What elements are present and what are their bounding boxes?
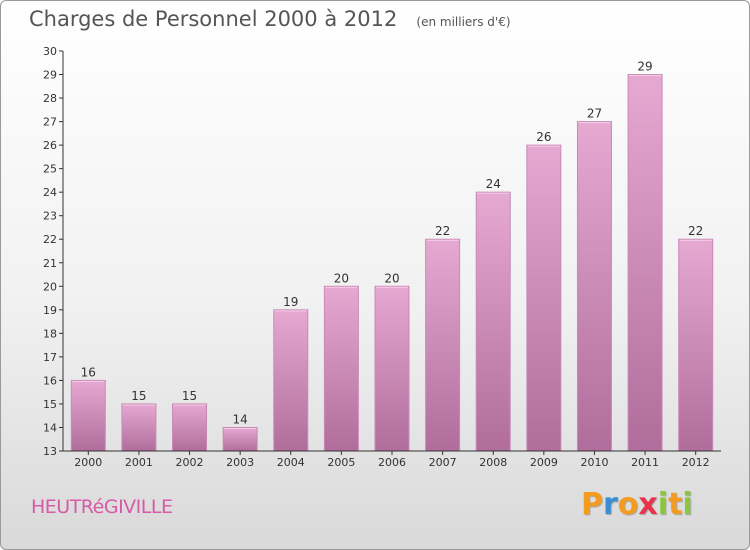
- bar-value-label: 24: [486, 177, 501, 191]
- x-tick-label: 2010: [580, 456, 608, 469]
- x-tick-label: 2003: [226, 456, 254, 469]
- y-tick-label: 14: [43, 421, 57, 434]
- y-tick-label: 21: [43, 257, 57, 270]
- bar[interactable]: [526, 144, 562, 452]
- y-axis: 13 14 15 16 17 18 19 20 21 22 23 24 25 26 27 28 29 30: [43, 45, 64, 458]
- bar[interactable]: [273, 309, 309, 452]
- logo-letter: i: [682, 487, 693, 522]
- y-tick-label: 30: [43, 45, 57, 58]
- y-tick-label: 18: [43, 327, 57, 340]
- bar[interactable]: [475, 191, 511, 452]
- y-tick-label: 27: [43, 116, 57, 129]
- logo-letter: i: [657, 487, 669, 522]
- x-tick-label: 2004: [277, 456, 305, 469]
- x-tick-label: 2005: [327, 456, 355, 469]
- y-tick-label: 20: [43, 280, 57, 293]
- bar-value-label: 22: [688, 224, 703, 238]
- bar-value-label: 27: [587, 107, 602, 121]
- x-tick-label: 2006: [378, 456, 406, 469]
- y-tick-label: 28: [43, 92, 57, 105]
- x-tick-label: 2000: [74, 456, 102, 469]
- bar-value-label: 15: [182, 389, 197, 403]
- bar[interactable]: [222, 426, 258, 452]
- bar-group: 20: [323, 271, 359, 452]
- bar[interactable]: [121, 403, 157, 452]
- title-row: Charges de Personnel 2000 à 2012 (en mil…: [29, 7, 511, 31]
- y-tick-label: 22: [43, 233, 57, 246]
- x-tick-label: 2007: [429, 456, 457, 469]
- logo-letter: t: [668, 487, 683, 522]
- logo-letter: x: [638, 487, 658, 522]
- bars: 16 15 15 14 19 20 20 22 24 26 27 29 22: [70, 60, 714, 452]
- bar-value-label: 20: [384, 271, 399, 285]
- bar-group: 16: [70, 365, 106, 452]
- x-axis: 2000 2001 2002 2003 2004 2005 2006 2007 2008 2009…: [63, 450, 721, 469]
- x-tick-label: 2012: [682, 456, 710, 469]
- y-tick-label: 15: [43, 398, 57, 411]
- bar-value-label: 26: [536, 130, 551, 144]
- bar-group: 24: [475, 177, 511, 452]
- bar[interactable]: [678, 238, 714, 452]
- bar-value-label: 20: [334, 271, 349, 285]
- bar-group: 26: [526, 130, 562, 452]
- bar[interactable]: [425, 238, 461, 452]
- x-tick-label: 2011: [631, 456, 659, 469]
- bar-value-label: 16: [81, 365, 96, 379]
- bar-group: 29: [627, 60, 663, 452]
- y-tick-label: 29: [43, 69, 57, 82]
- bar[interactable]: [323, 285, 359, 452]
- x-tick-label: 2009: [530, 456, 558, 469]
- x-tick-label: 2008: [479, 456, 507, 469]
- y-tick-label: 19: [43, 304, 57, 317]
- logo-letter: P: [581, 487, 603, 522]
- y-tick-label: 17: [43, 351, 57, 364]
- y-tick-label: 25: [43, 163, 57, 176]
- bar-value-label: 29: [637, 60, 652, 74]
- logo-letter: r: [603, 487, 618, 522]
- bar[interactable]: [70, 379, 106, 452]
- bar-group: 19: [273, 295, 309, 452]
- bar-group: 27: [576, 107, 612, 452]
- logo-letter: o: [617, 487, 639, 522]
- chart-subtitle: (en milliers d'€): [416, 15, 511, 29]
- bar[interactable]: [576, 121, 612, 452]
- y-tick-label: 26: [43, 139, 57, 152]
- bar-value-label: 22: [435, 224, 450, 238]
- bar[interactable]: [374, 285, 410, 452]
- bar[interactable]: [172, 403, 208, 452]
- y-tick-label: 24: [43, 186, 57, 199]
- y-tick-label: 13: [43, 445, 57, 458]
- commune-name: HEUTRéGIVILLE: [31, 496, 173, 518]
- bar-group: 14: [222, 412, 258, 452]
- bar-value-label: 19: [283, 295, 298, 309]
- bar-value-label: 14: [233, 412, 248, 426]
- bar-group: 20: [374, 271, 410, 452]
- bar-group: 15: [172, 389, 208, 452]
- x-tick-label: 2001: [125, 456, 153, 469]
- bar[interactable]: [627, 74, 663, 452]
- bar-value-label: 15: [131, 389, 146, 403]
- chart-title: Charges de Personnel 2000 à 2012: [29, 7, 398, 31]
- x-tick-label: 2002: [176, 456, 204, 469]
- y-tick-label: 16: [43, 374, 57, 387]
- bar-group: 22: [678, 224, 714, 452]
- proxiti-logo[interactable]: Proxiti: [581, 487, 693, 522]
- bar-group: 22: [425, 224, 461, 452]
- y-tick-label: 23: [43, 210, 57, 223]
- bar-group: 15: [121, 389, 157, 452]
